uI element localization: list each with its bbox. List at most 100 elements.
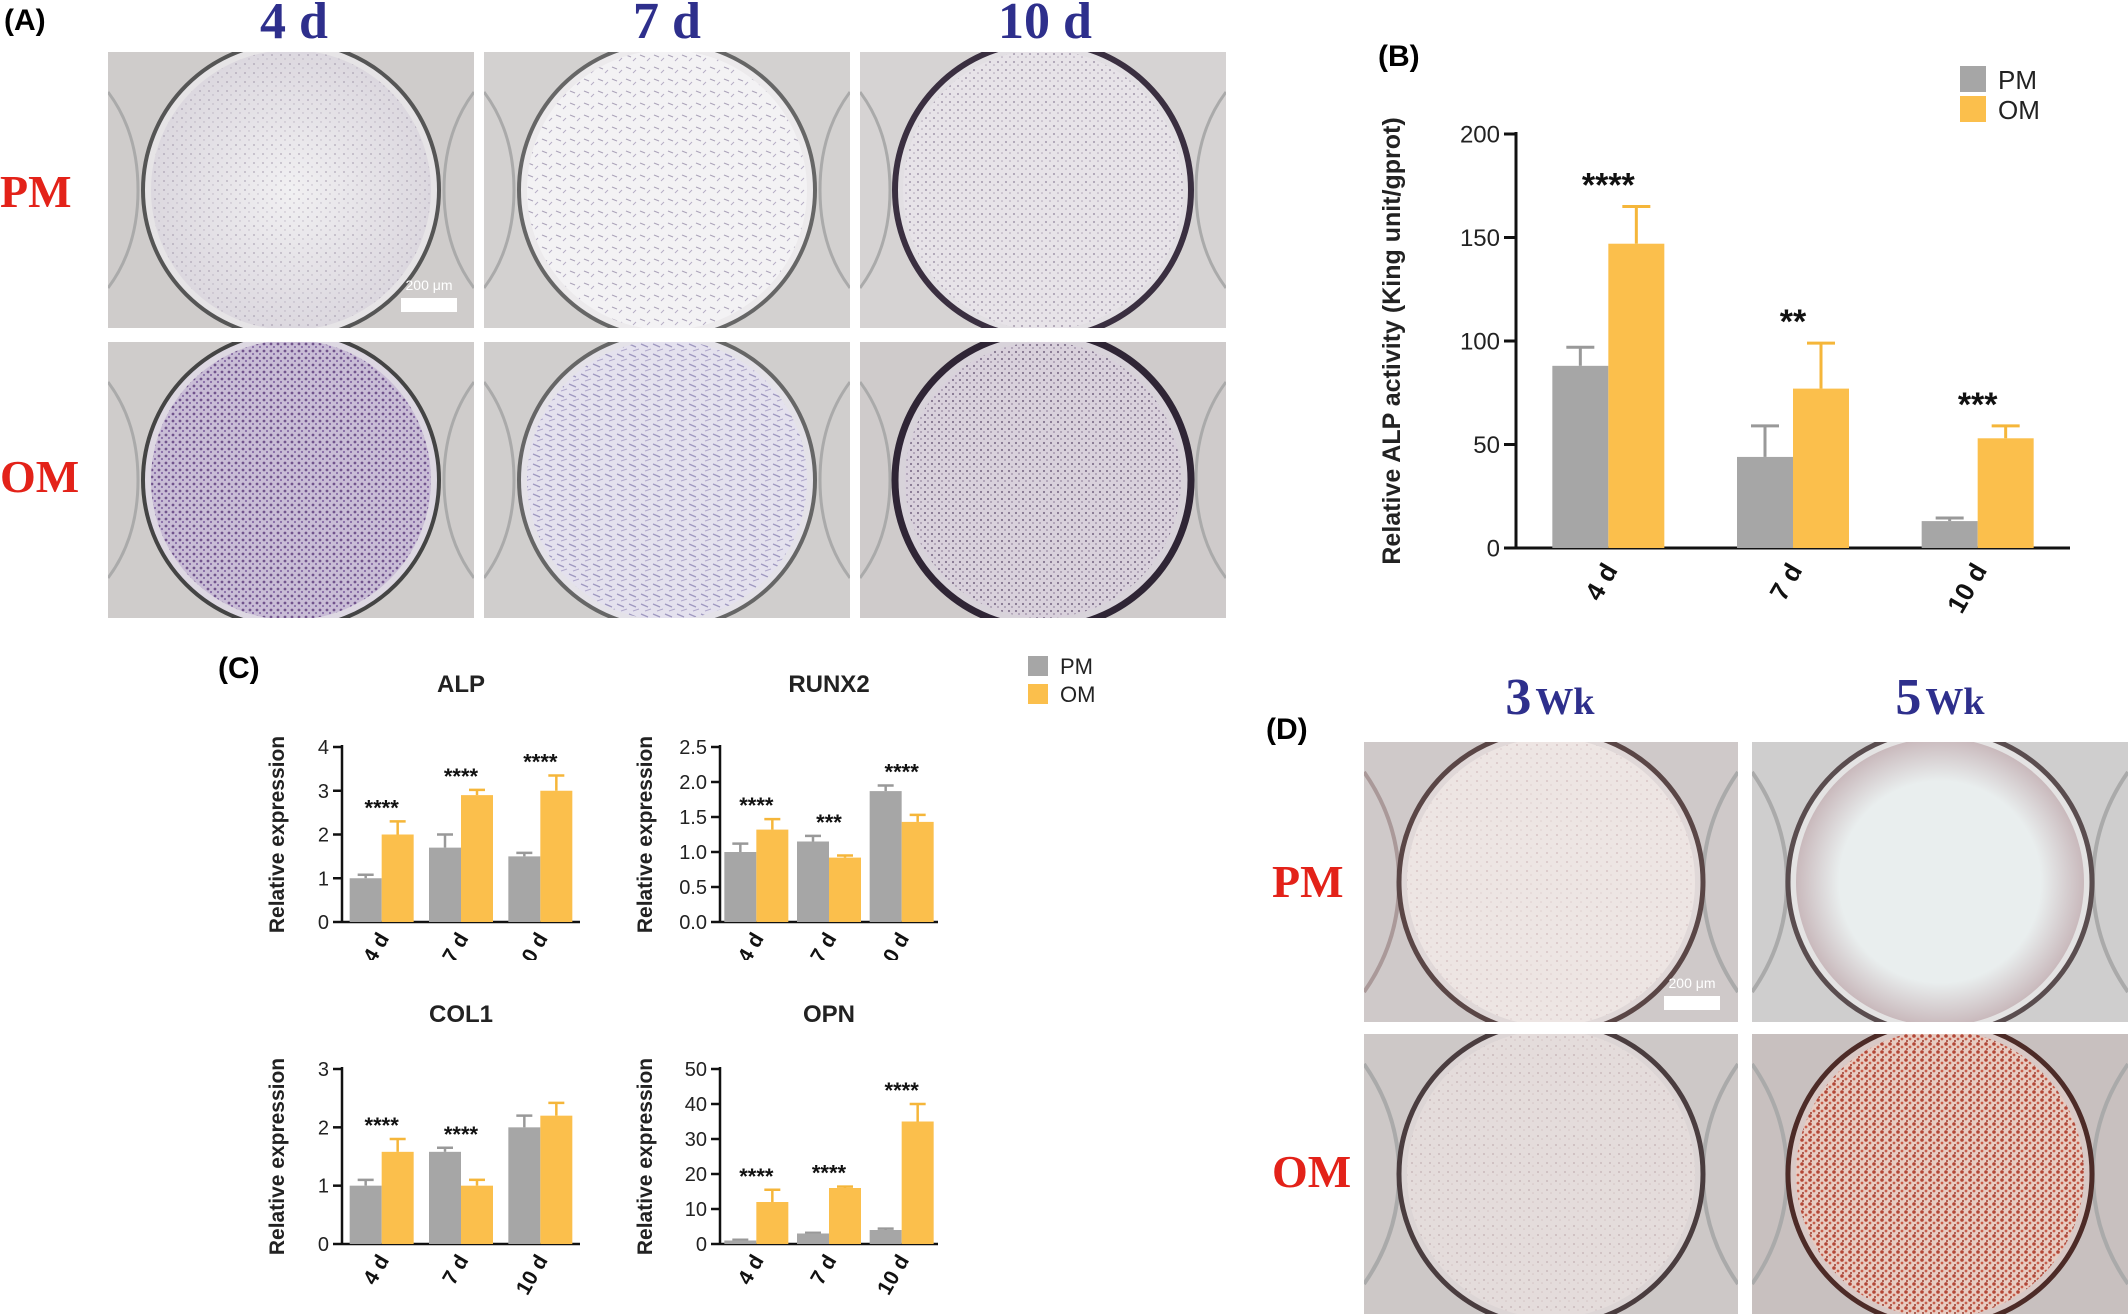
panel-label-d: (D) (1266, 713, 1308, 746)
panel-d-col-5wk: 5 Wk (1752, 668, 2128, 727)
chart-c-alp-ylabel: Relative expression (266, 736, 289, 933)
scale-bar-d-label: 200 μm (1669, 975, 1716, 991)
chart-b-legend-label: PM (1998, 65, 2037, 95)
chart-c-runx2-ytick-label: 2.5 (679, 737, 707, 759)
chart-c-alp-xtick-label: 7 d (438, 929, 473, 960)
chart-c-alp-ytick-label: 4 (318, 737, 329, 759)
chart-c-col1-bar-pm (349, 1185, 382, 1244)
chart-c-opn-bar-pm (724, 1240, 757, 1244)
chart-c-opn-significance: **** (739, 1164, 774, 1189)
panel-d-col-5wk-num: 5 (1895, 669, 1922, 726)
chart-c-runx2-ytick-label: 1.0 (679, 842, 707, 864)
legend-c: PM OM (1028, 654, 1095, 707)
chart-c-col1-bar-om (381, 1151, 414, 1244)
chart-b-ytick-label: 50 (1473, 432, 1500, 459)
chart-c-col1-xtick-label: 4 d (359, 1251, 394, 1289)
well-a-pm-10d (860, 52, 1226, 328)
chart-c-opn-bar-om (829, 1188, 861, 1244)
chart-c-runx2: RUNX2 Relative expression 0.0 0.5 1.0 1.5 2.0 2… (634, 671, 938, 960)
chart-b-significance: *** (1958, 386, 1998, 424)
chart-c-runx2-ytick-label: 2.0 (679, 772, 707, 794)
chart-c-runx2-title: RUNX2 (788, 671, 869, 698)
chart-c-alp-significance: **** (365, 795, 400, 820)
chart-c-opn-ytick-label: 40 (685, 1094, 707, 1116)
chart-c-col1-ylabel: Relative expression (266, 1058, 289, 1255)
well-d-om-5wk (1752, 1034, 2128, 1314)
chart-c-runx2-significance: **** (885, 760, 920, 785)
chart-c-col1: COL1 Relative expression 0 1 2 3 **** 4 d **** 7 … (266, 1001, 580, 1299)
legend-c-pm-label: PM (1060, 654, 1093, 679)
chart-c-col1-title: COL1 (429, 1001, 493, 1028)
chart-c-alp-title: ALP (437, 671, 485, 698)
chart-b-significance: ** (1780, 303, 1807, 341)
chart-b-ytick-label: 0 (1487, 535, 1500, 562)
chart-c-alp-bar-om (461, 795, 493, 922)
chart-c-runx2-bar-om (829, 857, 861, 922)
chart-c-runx2-ytick-label: 0.5 (679, 877, 707, 899)
chart-c-col1-xtick-label: 7 d (438, 1251, 473, 1289)
chart-c-alp-bar-om (381, 834, 414, 922)
chart-c-col1-significance: **** (444, 1122, 479, 1147)
panel-label-b: (B) (1378, 40, 1420, 73)
panel-a-col-4d: 4 d (260, 0, 328, 50)
chart-c-alp-bar-pm (429, 847, 461, 922)
legend-c-om-swatch (1028, 684, 1048, 704)
chart-c-col1-xtick-label: 10 d (512, 1251, 553, 1299)
chart-c-runx2-ylabel: Relative expression (634, 736, 657, 933)
chart-c-opn-ytick-label: 30 (685, 1129, 707, 1151)
chart-c-runx2-xtick-label: 10 d (873, 929, 914, 960)
chart-b-ytick-label: 200 (1460, 121, 1500, 148)
chart-b-xtick-label: 4 d (1579, 558, 1624, 606)
panel-a-col-10d: 10 d (998, 0, 1092, 50)
chart-c-opn-bar-om (901, 1121, 934, 1244)
chart-b-bar-pm (1737, 456, 1793, 548)
well-a-pm-7d (484, 52, 850, 328)
well-d-pm-3wk: 200 μm (1364, 742, 1738, 1022)
chart-c-runx2-bar-om (756, 829, 789, 922)
chart-c-col1-bar-pm (429, 1151, 461, 1244)
panel-d-row-om: OM (1272, 1146, 1352, 1197)
chart-c-alp-ytick-label: 1 (318, 868, 329, 890)
chart-b-ytick-label: 100 (1460, 328, 1500, 355)
chart-c-alp-bar-pm (508, 856, 541, 922)
well-d-pm-5wk (1752, 742, 2128, 1022)
panel-a-col-7d: 7 d (633, 0, 701, 50)
chart-c-alp-bar-om (540, 790, 573, 922)
chart-c-runx2-significance: **** (739, 793, 774, 818)
chart-c-alp-ytick-label: 2 (318, 825, 329, 847)
chart-c-col1-ytick-label: 3 (318, 1059, 329, 1081)
legend-c-om-label: OM (1060, 682, 1095, 707)
chart-b-bar-om (1977, 438, 2034, 548)
panel-a-row-om: OM (0, 451, 80, 502)
well-d-om-3wk (1364, 1034, 1738, 1314)
chart-c-runx2-bar-pm (797, 841, 829, 922)
chart-b-xtick-label: 7 d (1763, 558, 1808, 606)
panel-d-col-5wk-unit: Wk (1925, 681, 1985, 723)
panel-d-row-pm: PM (1272, 856, 1344, 907)
chart-c-opn-significance: **** (885, 1078, 920, 1103)
chart-c-opn-title: OPN (803, 1001, 855, 1028)
chart-c-col1-ytick-label: 0 (318, 1234, 329, 1256)
panel-d-col-3wk-num: 3 (1505, 669, 1532, 726)
chart-c-alp: ALP Relative expression 0 1 2 3 4 **** 4 d **** 7 … (266, 671, 580, 960)
chart-c-alp-bar-pm (349, 878, 382, 922)
well-a-pm-4d: 200 μm (108, 52, 474, 328)
chart-c-runx2-ytick-label: 1.5 (679, 807, 707, 829)
chart-c-col1-ytick-label: 2 (318, 1117, 329, 1139)
chart-c-opn: OPN Relative expression 0 10 20 30 40 50 **** 4 d… (634, 1001, 938, 1299)
chart-c-opn-ytick-label: 50 (685, 1059, 707, 1081)
chart-c-opn-ylabel: Relative expression (634, 1058, 657, 1255)
chart-c-runx2-ytick-label: 0.0 (679, 912, 707, 934)
panel-label-c: (C) (218, 652, 260, 685)
chart-c-opn-bar-pm (797, 1233, 829, 1244)
chart-c-col1-bar-pm (508, 1127, 541, 1244)
chart-c-opn-bar-om (756, 1202, 789, 1244)
chart-c-opn-ytick-label: 0 (696, 1234, 707, 1256)
chart-b-legend-swatch (1960, 96, 1986, 122)
chart-c-alp-significance: **** (523, 749, 558, 774)
chart-b-alp-activity: Relative ALP activity (King unit/gprot) 0… (1378, 65, 2070, 618)
chart-b-legend-swatch (1960, 66, 1986, 92)
chart-c-alp-significance: **** (444, 764, 479, 789)
panel-label-a: (A) (4, 4, 46, 37)
chart-c-col1-significance: **** (365, 1113, 400, 1138)
